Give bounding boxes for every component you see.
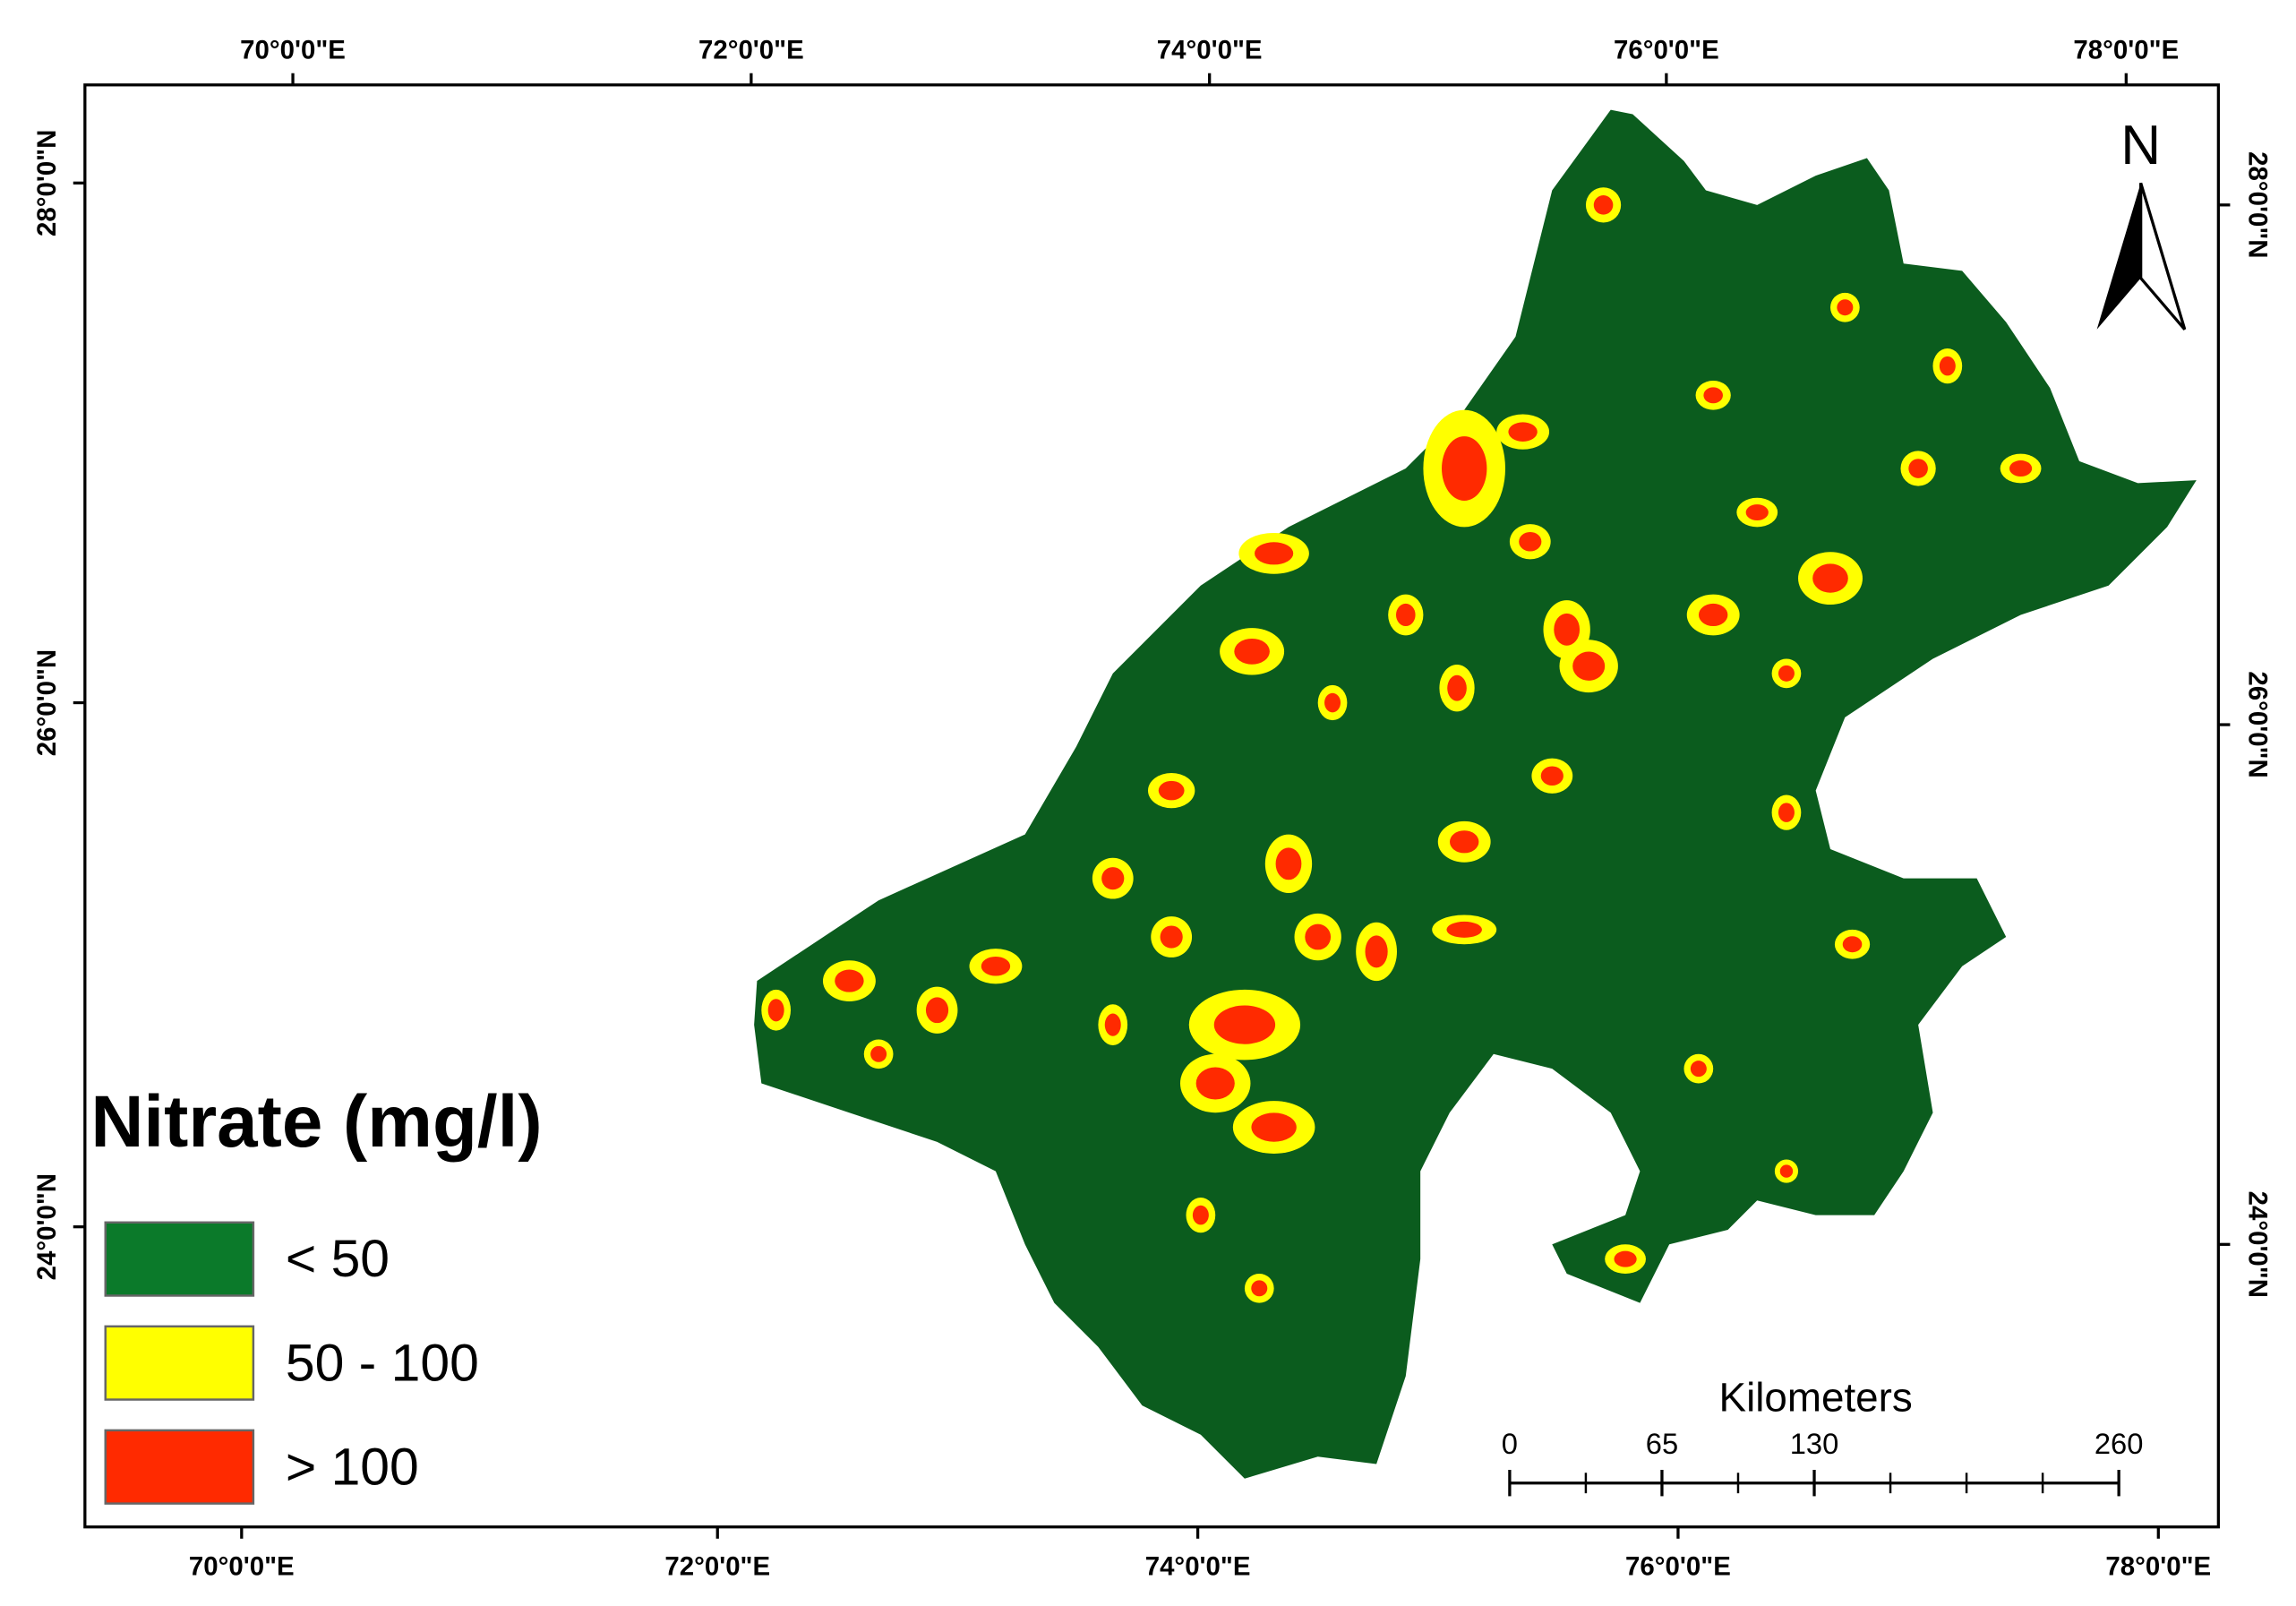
legend-swatch [104,1325,255,1401]
patch-high [870,1045,887,1062]
patch-high [925,997,949,1024]
left-label: 26°0'0"N [32,649,62,756]
patch-high [1447,674,1467,701]
patch-high [1842,936,1863,953]
patch-high [767,999,784,1022]
patch-high [835,969,864,992]
north-arrow-right [2139,182,2187,331]
patch-high [1158,780,1185,801]
legend-swatch [104,1221,255,1297]
patch-high [1305,923,1332,950]
patch-high [1519,531,1542,552]
scale-bar: 0 65 130 260 [1502,1427,2144,1497]
patch-high [1160,925,1183,949]
top-label: 78°0'0"E [2073,35,2179,64]
patch-high [1324,692,1341,713]
top-label: 72°0'0"E [698,35,804,64]
top-label: 70°0'0"E [240,35,346,64]
patch-high [2009,460,2033,477]
patch-high [1251,1112,1297,1142]
bottom-label: 70°0'0"E [189,1552,295,1582]
scale-tick-label: 130 [1790,1427,1839,1460]
legend-swatch [104,1429,255,1505]
patch-high [1745,504,1769,521]
patch-high [1837,299,1854,316]
patch-high [1690,1061,1707,1078]
scale-tick-label: 260 [2095,1427,2144,1460]
legend-label: > 100 [286,1438,419,1496]
patch-high [1213,1005,1276,1044]
patch-high [1442,436,1487,501]
right-label: 26°0'0"N [2243,671,2273,777]
patch-high [1234,638,1270,665]
patch-high [1275,847,1302,880]
scale-tick-label: 0 [1502,1427,1518,1460]
patch-high [1104,1013,1121,1036]
left-label: 28°0'0"N [32,130,62,236]
bottom-label: 72°0'0"E [664,1552,770,1582]
north-label: N [2120,115,2161,176]
patch-high [1101,867,1125,890]
legend-title: Nitrate (mg/l) [90,1081,542,1163]
patch-high [981,956,1011,976]
right-label: 28°0'0"N [2243,151,2273,258]
patch-high [1255,542,1294,565]
left-label: 24°0'0"N [32,1173,62,1280]
patch-high [1192,1205,1209,1225]
scale-unit: Kilometers [1719,1375,1913,1421]
patch-high [1396,603,1416,627]
patch-high [1593,195,1614,215]
study-region [754,109,2197,1479]
legend: < 50 50 - 100 > 100 [104,1221,479,1505]
scale-tick-label: 65 [1646,1427,1678,1460]
patch-high [1778,665,1795,682]
patch-high [1812,563,1848,593]
right-label: 24°0'0"N [2243,1191,2273,1298]
patch-high [1939,356,1956,376]
patch-high [1779,1164,1794,1178]
nitrate-patches [761,187,2042,1303]
patch-high [1614,1250,1637,1267]
legend-label: < 50 [286,1230,390,1288]
patch-high [1554,613,1581,646]
legend-label: 50 - 100 [286,1334,479,1392]
patch-high [1450,830,1479,854]
north-arrow: N [2096,115,2187,331]
bottom-label: 74°0'0"E [1145,1552,1251,1582]
patch-high [1699,603,1728,627]
patch-high [1778,803,1795,822]
top-label: 76°0'0"E [1614,35,1719,64]
patch-high [1365,935,1388,968]
top-label: 74°0'0"E [1157,35,1263,64]
patch-high [1195,1067,1235,1100]
north-arrow-left [2096,183,2141,330]
patch-high [1251,1280,1268,1297]
patch-high [1446,921,1482,938]
patch-high [1703,387,1723,404]
patch-high [1540,766,1564,786]
patch-high [1908,459,1928,478]
patch-high [1572,651,1606,681]
bottom-label: 78°0'0"E [2105,1552,2211,1582]
bottom-label: 76°0'0"E [1625,1552,1731,1582]
patch-high [1508,422,1538,442]
